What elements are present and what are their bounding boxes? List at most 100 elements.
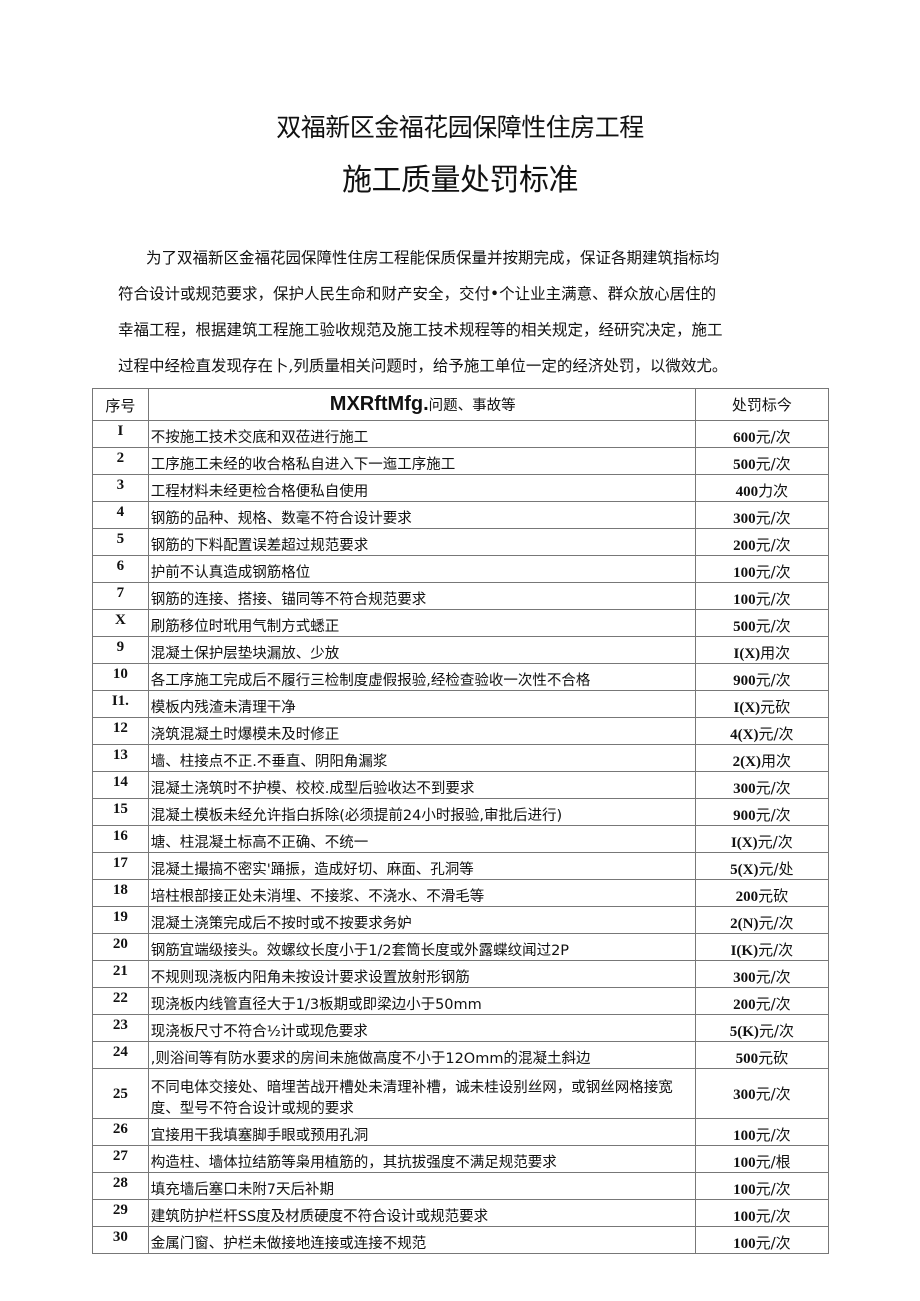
fine-amount: 500	[733, 619, 756, 635]
row-description: 刷筋移位时玳用气制方式蟋正	[147, 609, 696, 637]
table-row: 28 填充墙后塞口未附7天后补期 100元/次	[92, 1172, 830, 1200]
row-fine: 100元/根	[694, 1145, 830, 1173]
row-number: 2	[92, 447, 149, 475]
row-fine: 200元砍	[694, 879, 830, 907]
fine-unit: 元/次	[755, 968, 791, 986]
row-description: 混凝土撮搞不密实'踊振，造成好切、麻面、孔洞等	[147, 852, 696, 880]
row-number: 14	[92, 771, 149, 799]
row-fine: 5(K)元/次	[694, 1014, 830, 1042]
fine-amount: 900	[733, 673, 756, 689]
header-fine: 处罚标今	[694, 388, 830, 421]
table-row: 30 金属门窗、护栏未做接地连接或连接不规范 100元/次	[92, 1226, 830, 1254]
row-description: 钢筋的下料配置误差超过规范要求	[147, 528, 696, 556]
intro-line: 过程中经检直发现存在卜,列质量相关问题时，给予施工单位一定的经济处罚，以微效尤。	[118, 357, 728, 375]
table-row: 22 现浇板内线管直径大于1/3板期或即梁边小于50mm 200元/次	[92, 987, 830, 1015]
row-fine: I(X)用次	[694, 636, 830, 664]
row-description: 钢筋宜端级接头。效螺纹长度小于1/2套筒长度或外露蝶纹闻过2P	[147, 933, 696, 961]
row-fine: I(X)元/次	[694, 825, 830, 853]
row-number: 23	[92, 1014, 149, 1042]
fine-amount: 2(X)	[732, 754, 761, 770]
penalty-table: 序号 MXRftMfg.问题、事故等 处罚标今 I 不按施工技术交底和双莅进行施工…	[92, 388, 830, 1254]
table-row: 18 培柱根部接正处未消埋、不接浆、不浇水、不滑毛等 200元砍	[92, 879, 830, 907]
fine-unit: 元/次	[755, 563, 791, 581]
table-row: 25 不同电体交接处、暗埋苦战开槽处未清理补槽，诚未桂设别丝网，或钢丝网格接宽度、…	[92, 1068, 830, 1119]
row-number: X	[92, 609, 149, 637]
row-fine: 900元/次	[694, 798, 830, 826]
row-fine: 900元/次	[694, 663, 830, 691]
row-description: 现浇板内线管直径大于1/3板期或即梁边小于50mm	[147, 987, 696, 1015]
table-row: 23 现浇板尺寸不符合½计或现危要求 5(K)元/次	[92, 1014, 830, 1042]
row-number: 4	[92, 501, 149, 529]
fine-amount: 100	[733, 592, 756, 608]
row-description: 宜接用干我填塞脚手眼或预用孔洞	[147, 1118, 696, 1146]
row-number: 20	[92, 933, 149, 961]
fine-unit: 元砍	[760, 698, 791, 716]
row-description: 不按施工技术交底和双莅进行施工	[147, 420, 696, 448]
row-fine: 500元/次	[694, 609, 830, 637]
fine-amount: 200	[735, 889, 759, 905]
row-fine: 300元/次	[694, 501, 830, 529]
row-fine: 500元/次	[694, 447, 830, 475]
table-row: 20 钢筋宜端级接头。效螺纹长度小于1/2套筒长度或外露蝶纹闻过2P I(K)元/次	[92, 933, 830, 961]
row-number: 9	[92, 636, 149, 664]
intro-line: 符合设计或规范要求，保护人民生命和财产安全，交付•个让业主满意、群众放心居住的	[118, 285, 717, 303]
row-fine: 2(X)用次	[694, 744, 830, 772]
table-row: 5 钢筋的下料配置误差超过规范要求 200元/次	[92, 528, 830, 556]
fine-unit: 元/次	[755, 1234, 791, 1252]
table-row: 6 护前不认真造成钢筋格位 100元/次	[92, 555, 830, 583]
row-description: 各工序施工完成后不履行三检制度虚假报验,经检查验收一次性不合格	[147, 663, 696, 691]
row-number: 16	[92, 825, 149, 853]
fine-unit: 元/次	[755, 1085, 791, 1103]
row-description: 塘、柱混凝土标高不正确、不统一	[147, 825, 696, 853]
row-description: 工序施工未经的收合格私自进入下一迤工序施工	[147, 447, 696, 475]
row-description: 墙、柱接点不正.不垂直、阴阳角漏浆	[147, 744, 696, 772]
fine-unit: 元/次	[758, 941, 794, 959]
table-row: 24 ,则浴间等有防水要求的房间未施做高度不小于12Omm的混凝土斜边 500元砍	[92, 1041, 830, 1069]
header-desc-text: 问题、事故等	[428, 398, 516, 414]
row-fine: 2(N)元/次	[694, 906, 830, 934]
fine-amount: 500	[735, 1051, 759, 1067]
intro-paragraph: 为了双福新区金福花园保障性住房工程能保质保量并按期完成，保证各期建筑指标均 符合…	[118, 240, 808, 384]
row-fine: 300元/次	[694, 771, 830, 799]
row-fine: 5(X)元/处	[694, 852, 830, 880]
fine-amount: 200	[733, 538, 756, 554]
table-row: I 不按施工技术交底和双莅进行施工 600元/次	[92, 420, 830, 448]
header-no: 序号	[92, 388, 149, 421]
table-row: 9 混凝土保护层垫块漏放、少放 I(X)用次	[92, 636, 830, 664]
row-description: 混凝土保护层垫块漏放、少放	[147, 636, 696, 664]
row-fine: 300元/次	[694, 1068, 830, 1119]
fine-amount: I(X)	[730, 835, 758, 851]
row-description: 工程材料未经更检合格便私自使用	[147, 474, 696, 502]
row-fine: 300元/次	[694, 960, 830, 988]
fine-amount: 300	[733, 970, 756, 986]
table-row: 29 建筑防护栏杆SS度及材质硬度不符合设计或规范要求 100元/次	[92, 1199, 830, 1227]
fine-unit: 元/次	[755, 428, 791, 446]
fine-unit: 元/次	[755, 671, 791, 689]
fine-unit: 力次	[758, 482, 789, 500]
fine-amount: 5(K)	[729, 1024, 759, 1040]
table-row: 12 浇筑混凝土时爆模未及时修正 4(X)元/次	[92, 717, 830, 745]
row-description: 构造柱、墙体拉结筋等枭用植筋的，其抗拔强度不满足规范要求	[147, 1145, 696, 1173]
row-description: 钢筋的品种、规格、数毫不符合设计要求	[147, 501, 696, 529]
fine-amount: 100	[733, 1182, 756, 1198]
row-description: 浇筑混凝土时爆模未及时修正	[147, 717, 696, 745]
row-number: 18	[92, 879, 149, 907]
row-description: 填充墙后塞口未附7天后补期	[147, 1172, 696, 1200]
row-number: 17	[92, 852, 149, 880]
fine-amount: 600	[733, 430, 756, 446]
row-description: 模板内残渣未清理干净	[147, 690, 696, 718]
row-number: 27	[92, 1145, 149, 1173]
table-row: 17 混凝土撮搞不密实'踊振，造成好切、麻面、孔洞等 5(X)元/处	[92, 852, 830, 880]
table-row: 15 混凝土模板未经允许指白拆除(必须提前24小时报验,审批后进行) 900元/次	[92, 798, 830, 826]
table-row: 13 墙、柱接点不正.不垂直、阴阳角漏浆 2(X)用次	[92, 744, 830, 772]
fine-unit: 元砍	[758, 887, 789, 905]
row-fine: 4(X)元/次	[694, 717, 830, 745]
fine-unit: 元/次	[755, 617, 791, 635]
row-fine: 100元/次	[694, 582, 830, 610]
fine-amount: 100	[733, 1209, 756, 1225]
row-description: 金属门窗、护栏未做接地连接或连接不规范	[147, 1226, 696, 1254]
fine-amount: 5(X)	[730, 862, 759, 878]
row-number: 28	[92, 1172, 149, 1200]
row-number: 6	[92, 555, 149, 583]
